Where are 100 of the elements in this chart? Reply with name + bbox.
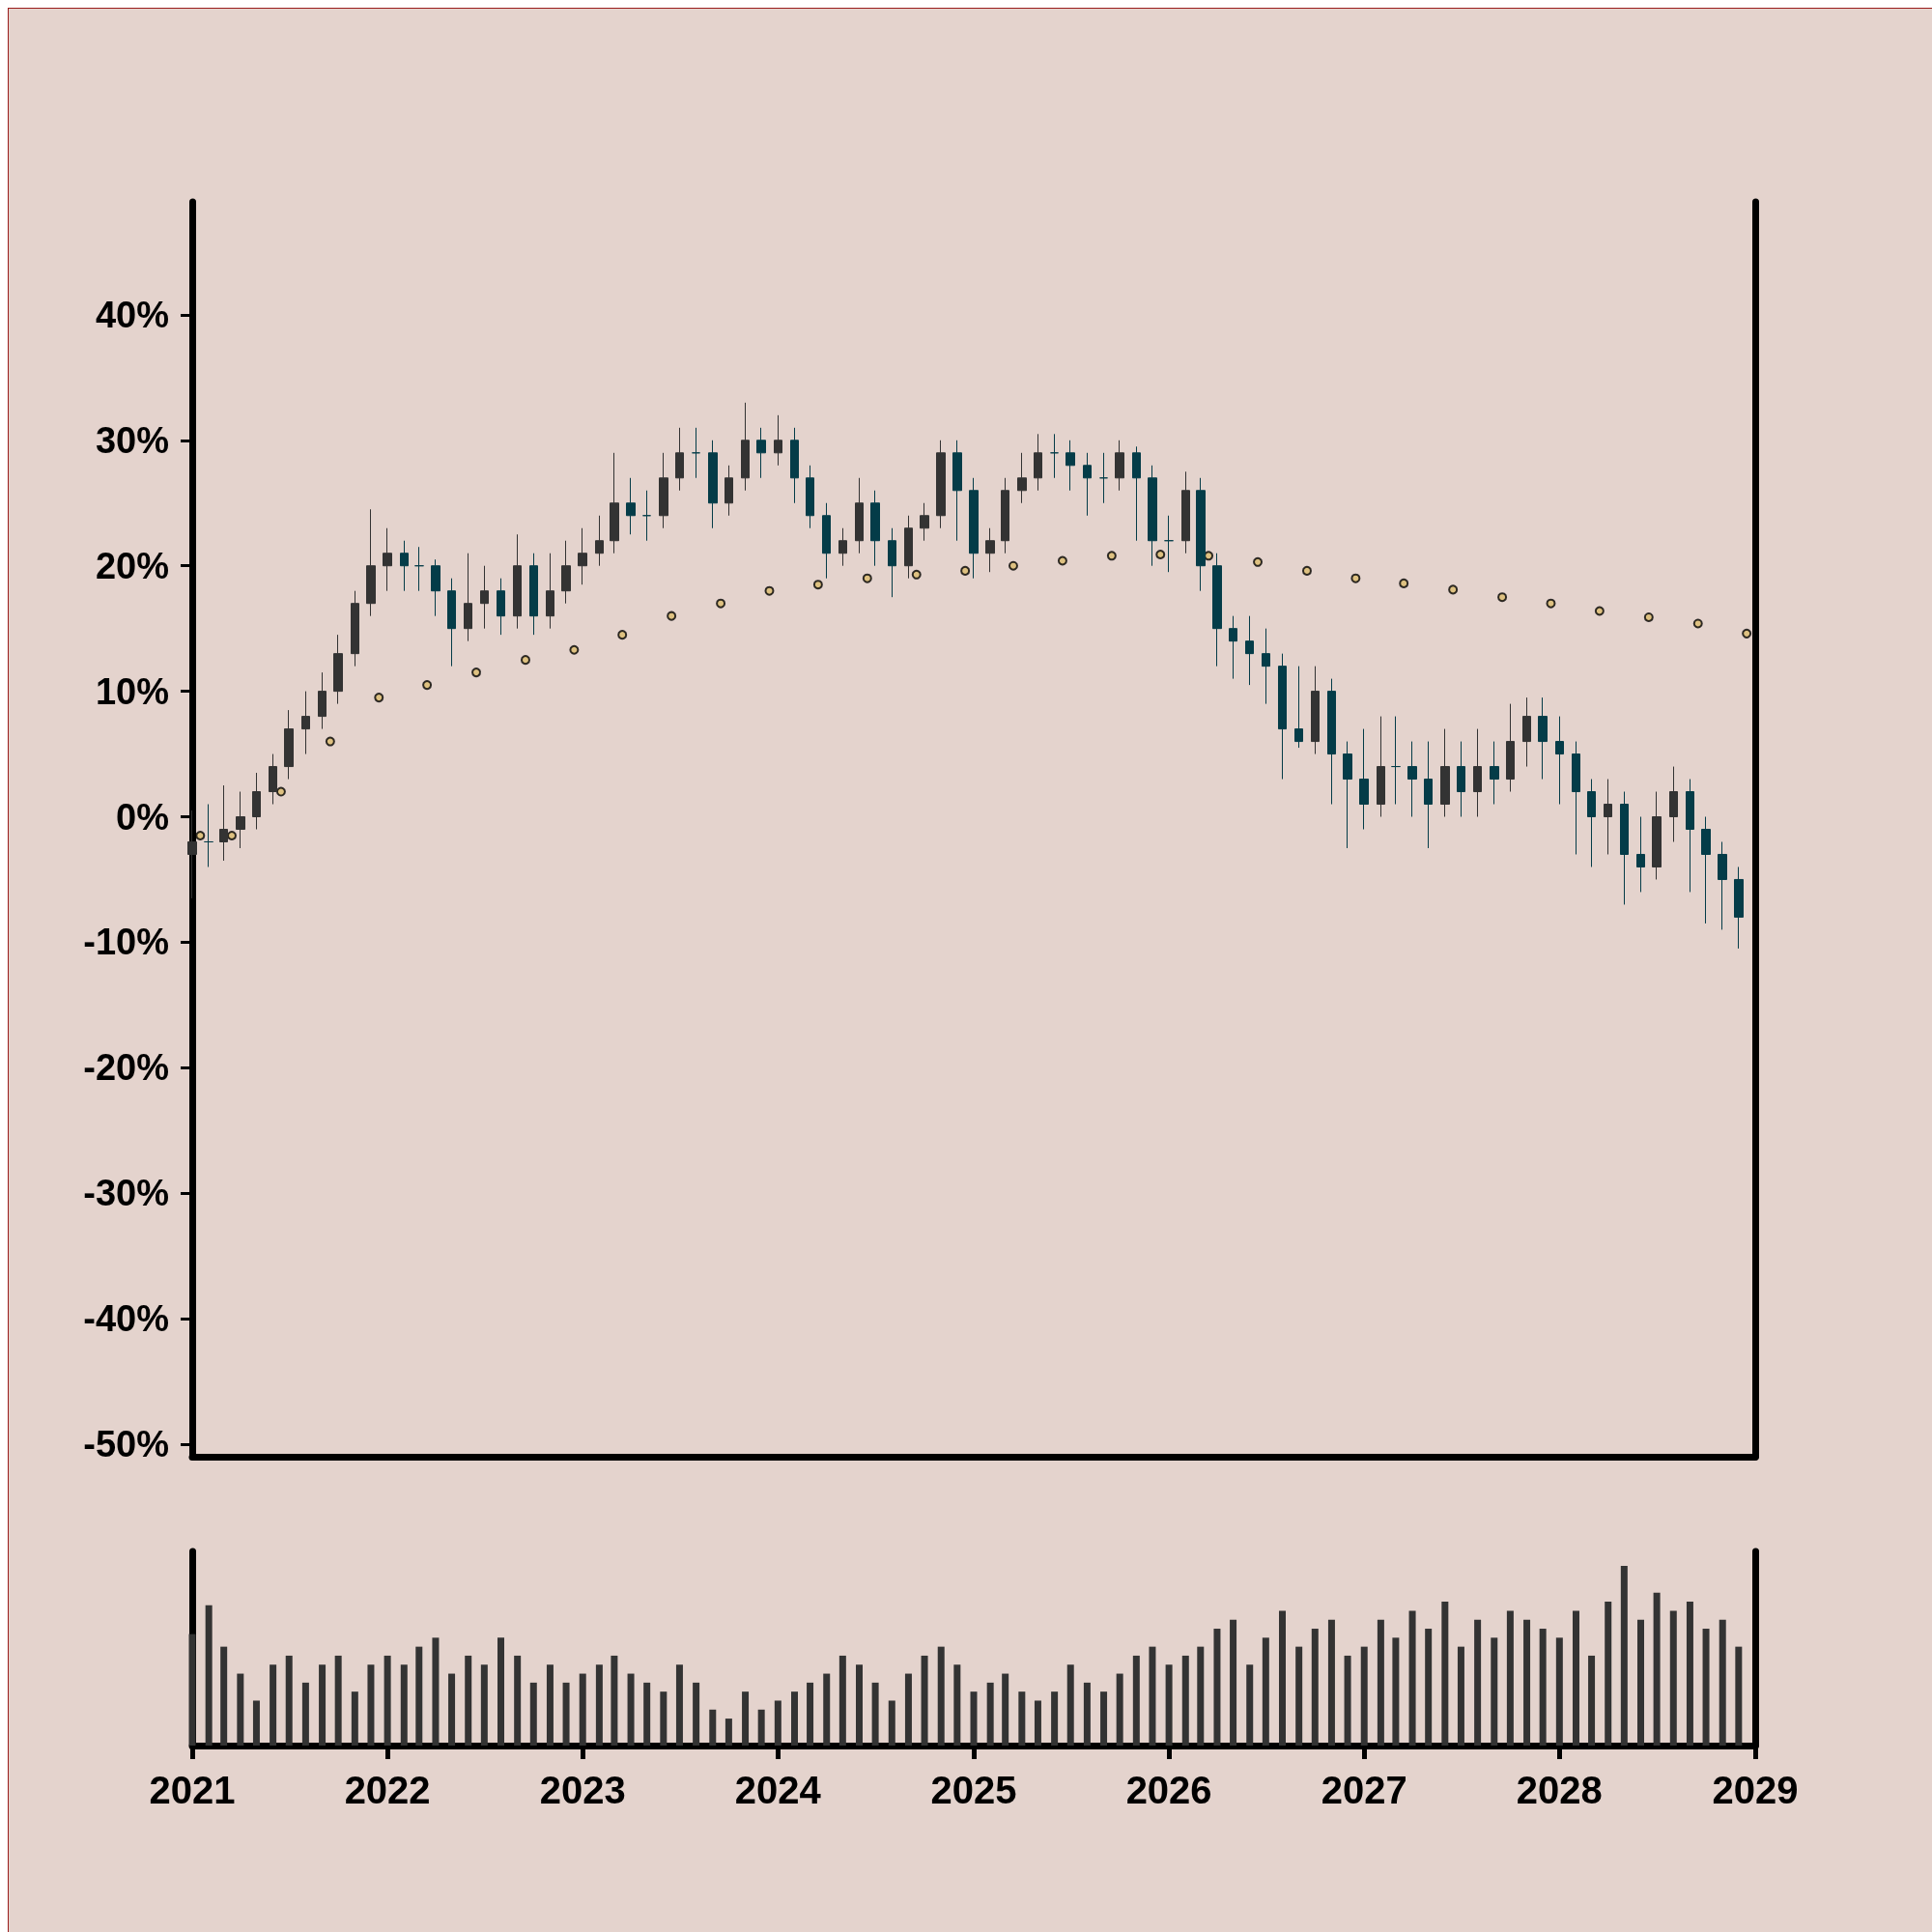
candlestick	[936, 440, 946, 529]
bar	[1083, 1682, 1091, 1746]
bar	[465, 1655, 472, 1746]
bar	[595, 1664, 603, 1746]
point	[1692, 618, 1703, 629]
bar	[351, 1691, 358, 1746]
bar	[319, 1664, 327, 1746]
y-tick-label: -30%	[83, 1173, 169, 1214]
bar	[1262, 1637, 1269, 1746]
point	[960, 565, 971, 576]
candlestick	[1473, 728, 1482, 818]
candlestick	[595, 515, 604, 567]
bar	[1197, 1646, 1205, 1746]
candlestick	[1522, 696, 1531, 768]
bar	[1702, 1629, 1710, 1746]
point	[1057, 555, 1067, 566]
bar	[970, 1691, 978, 1746]
candlestick	[480, 565, 489, 630]
bar	[529, 1682, 537, 1746]
bar	[791, 1691, 798, 1746]
bar	[384, 1655, 391, 1746]
bar	[1132, 1655, 1140, 1746]
candlestick	[888, 527, 896, 598]
candlestick	[1686, 779, 1694, 893]
candlestick	[626, 477, 636, 535]
bar	[1457, 1646, 1464, 1746]
candlestick	[1065, 440, 1075, 492]
bar	[1360, 1646, 1368, 1746]
bar	[1051, 1691, 1059, 1746]
candlestick	[1701, 816, 1711, 924]
candlestick	[790, 427, 799, 504]
point	[325, 736, 335, 747]
bar	[579, 1673, 586, 1746]
candlestick	[1669, 766, 1678, 842]
point	[1301, 565, 1312, 576]
y-tick-label: -50%	[83, 1424, 169, 1465]
bar	[774, 1700, 781, 1746]
bar	[1279, 1610, 1286, 1746]
bar	[856, 1664, 863, 1746]
bar	[1002, 1673, 1009, 1746]
bar	[1620, 1565, 1628, 1746]
point	[911, 569, 922, 580]
candlestick	[1457, 741, 1465, 818]
candlestick	[708, 440, 718, 529]
candlestick	[822, 502, 831, 580]
candlestick	[659, 452, 668, 529]
candlestick	[301, 691, 310, 755]
candlestick	[1327, 678, 1336, 806]
bar	[1165, 1664, 1173, 1746]
candlestick	[985, 527, 995, 573]
bar	[1034, 1700, 1041, 1746]
y-tick-label: 20%	[95, 545, 169, 586]
candlestick	[1083, 452, 1092, 517]
y-tick-label: 30%	[95, 419, 169, 461]
bar	[514, 1655, 522, 1746]
point	[1546, 598, 1556, 609]
bar	[1441, 1602, 1449, 1746]
candlestick	[1050, 433, 1059, 479]
point	[422, 680, 433, 691]
candlestick	[400, 540, 409, 592]
bar	[1653, 1592, 1661, 1746]
candlestick	[497, 578, 505, 636]
bar	[237, 1673, 244, 1746]
y-tick-label: 40%	[95, 294, 169, 335]
candlestick	[1572, 741, 1580, 855]
bar	[1213, 1629, 1221, 1746]
candlestick	[870, 490, 880, 567]
bar	[871, 1682, 879, 1746]
candlestick	[920, 502, 929, 542]
bar	[301, 1682, 309, 1746]
bar	[562, 1682, 570, 1746]
candlestick	[1245, 615, 1254, 686]
candlestick	[1294, 666, 1303, 749]
bar	[937, 1646, 945, 1746]
candlestick	[1620, 791, 1629, 905]
bar	[888, 1700, 895, 1746]
bar	[1539, 1629, 1547, 1746]
bar	[1637, 1619, 1644, 1746]
bar	[742, 1691, 750, 1746]
x-tick-label: 2028	[1516, 1769, 1603, 1811]
bar	[1555, 1637, 1563, 1746]
candlestick	[692, 427, 700, 479]
bar	[334, 1655, 342, 1746]
bar	[1327, 1619, 1335, 1746]
bar	[220, 1646, 228, 1746]
candlestick	[1181, 470, 1190, 554]
bar	[1311, 1629, 1319, 1746]
point	[1643, 611, 1654, 622]
point	[716, 598, 726, 609]
bar	[497, 1637, 504, 1746]
candlestick	[284, 709, 294, 781]
candlestick	[1115, 440, 1124, 492]
candlestick	[1001, 477, 1009, 554]
bar	[807, 1682, 814, 1746]
bar	[660, 1691, 668, 1746]
point	[1350, 573, 1361, 583]
candlestick	[1099, 452, 1108, 504]
bar	[921, 1655, 928, 1746]
bar	[1588, 1655, 1596, 1746]
candlestick	[838, 527, 847, 567]
